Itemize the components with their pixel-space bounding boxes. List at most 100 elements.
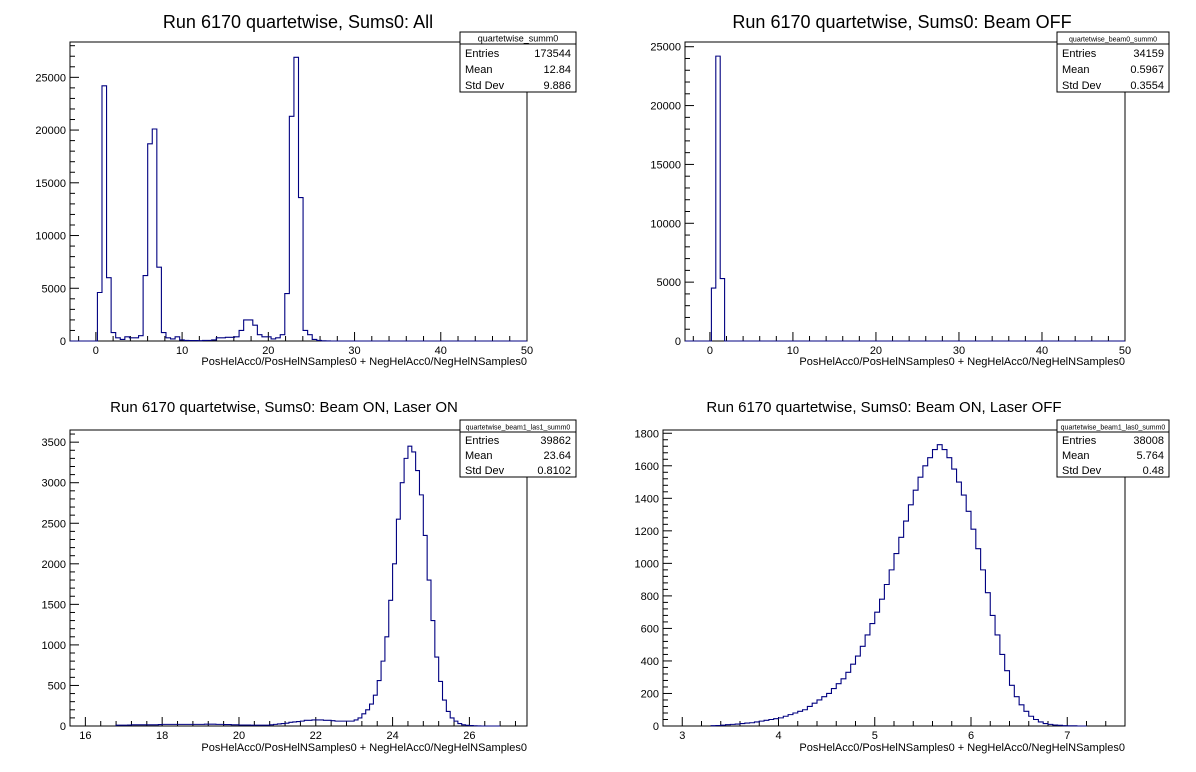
stats-value: 0.5967 [1130, 64, 1164, 76]
histogram-bin [933, 450, 938, 726]
histogram-series [710, 444, 1087, 727]
x-tick-label: 50 [1119, 345, 1131, 357]
x-tick-label: 40 [1036, 345, 1048, 357]
plot-frame [662, 429, 1126, 727]
histogram-bin [711, 288, 715, 341]
y-tick-label: 3000 [42, 478, 66, 490]
x-tick-label: 20 [262, 345, 274, 357]
plot-frame [69, 429, 528, 727]
histogram-bin [303, 330, 308, 341]
histogram-bin [803, 710, 808, 726]
histogram-bin [416, 471, 420, 726]
histogram-bin [908, 505, 913, 726]
histogram-bin [793, 713, 798, 726]
stats-box-frame [1056, 419, 1170, 478]
histogram-bin [856, 656, 861, 726]
x-axis-label: PosHelAcc0/PosHelNSamples0 + NegHelAcc0/… [799, 356, 1125, 368]
x-tick-label: 24 [386, 730, 398, 742]
histogram-bin [366, 710, 370, 726]
histogram-bin [831, 689, 836, 726]
histogram-bin [788, 715, 793, 726]
histogram-bin [836, 684, 841, 726]
histogram-bin [327, 720, 331, 726]
histogram-bin [1034, 719, 1039, 726]
y-tick-label: 5000 [657, 277, 681, 289]
histogram-bin [225, 337, 230, 341]
y-tick-label: 1600 [635, 461, 659, 473]
chart-title: Run 6170 quartetwise, Sums0: All [163, 12, 433, 32]
histogram-bin [865, 635, 870, 726]
histogram-bin [923, 466, 928, 726]
y-tick-label: 0 [60, 336, 66, 348]
histogram-bin [1038, 722, 1043, 726]
y-tick-label: 0 [675, 336, 681, 348]
histogram-bin [822, 697, 827, 726]
histogram-bin [419, 495, 423, 726]
histogram-bin [370, 704, 374, 726]
stats-box: quartetwise_beam1_las0_summ0 Entries 38008… [1056, 419, 1170, 478]
histogram-bin [423, 535, 427, 726]
histogram-bin [764, 720, 769, 726]
histogram-bin [851, 664, 856, 726]
histogram-bin [393, 564, 397, 726]
histogram-bin [308, 335, 313, 341]
stats-value: 5.764 [1136, 450, 1164, 462]
histogram-bin [385, 637, 389, 726]
histogram-bin [435, 657, 439, 726]
stats-label: Entries [1062, 48, 1097, 60]
stats-box-frame [459, 31, 577, 93]
histogram-bin [779, 718, 784, 726]
stats-value: 34159 [1133, 48, 1164, 60]
histogram-bin [139, 336, 144, 341]
histogram-bin [985, 593, 990, 726]
histogram-bin [957, 482, 962, 726]
histogram-bin [299, 198, 304, 341]
histogram-bin [304, 720, 308, 726]
stats-histogram-name: quartetwise_beam1_las1_summ0 [466, 425, 571, 432]
y-tick-label: 10000 [35, 231, 66, 243]
histogram-bin [880, 599, 885, 726]
histogram-bin [1019, 705, 1024, 726]
histogram-bin [952, 469, 957, 726]
histogram-bin [400, 483, 404, 726]
histogram-bin [961, 495, 966, 726]
y-tick-label: 20000 [35, 125, 66, 137]
stats-label: Entries [465, 435, 500, 447]
y-tick-label: 1200 [635, 526, 659, 538]
y-tick-label: 1400 [635, 493, 659, 505]
histogram-bin [841, 679, 846, 726]
stats-box: quartetwise_summ0 Entries 173544 Mean 12.84 S… [459, 31, 577, 93]
histogram-bin [889, 570, 894, 726]
histogram-bin [235, 337, 240, 341]
histogram-bin [350, 721, 354, 726]
histogram-bin [431, 621, 435, 726]
stats-label: Mean [465, 64, 493, 76]
histogram-bin [450, 718, 454, 726]
y-tick-label: 15000 [650, 159, 681, 171]
histogram-bin [389, 600, 393, 726]
x-tick-label: 40 [435, 345, 447, 357]
histogram-bin [152, 129, 157, 341]
y-tick-label: 10000 [650, 218, 681, 230]
histogram-bin [928, 458, 933, 726]
stats-label: Mean [1062, 64, 1090, 76]
histogram-bin [942, 450, 947, 726]
y-tick-label: 500 [48, 680, 66, 692]
stats-histogram-name: quartetwise_beam0_summ0 [1069, 37, 1157, 44]
histogram-series [115, 445, 501, 727]
stats-value: 173544 [534, 48, 571, 60]
histogram-bin [904, 521, 909, 726]
histogram-bin [1029, 716, 1034, 726]
stats-label: Mean [465, 450, 493, 462]
histogram-bin [798, 711, 803, 726]
histogram-bin [827, 693, 832, 726]
stats-box-frame [459, 419, 577, 478]
x-tick-label: 0 [707, 345, 713, 357]
histogram-bin [143, 276, 148, 341]
histogram-bin [1010, 685, 1015, 726]
y-tick-label: 1500 [42, 599, 66, 611]
y-tick-label: 1800 [635, 428, 659, 440]
histogram-bin [373, 695, 377, 726]
histogram-bin [102, 86, 107, 341]
histogram-bin [899, 537, 904, 726]
